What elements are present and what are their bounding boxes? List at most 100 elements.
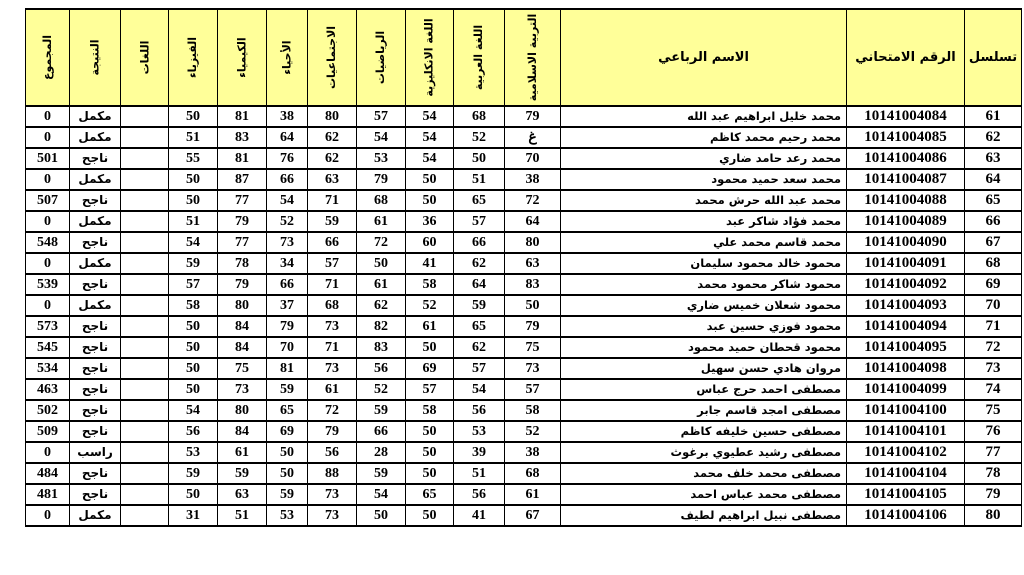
cell-english-score: 58 [405, 273, 454, 296]
cell-social-score: 66 [307, 231, 357, 254]
cell-chemistry-score: 77 [217, 231, 267, 254]
cell-english-score: 50 [405, 462, 454, 485]
cell-physics-score: 51 [168, 210, 218, 233]
cell-exam-number: 10141004084 [846, 105, 965, 128]
cell-languages-score [120, 273, 169, 296]
cell-social-score: 57 [307, 252, 357, 275]
table-row: 71 10141004094 محمود فوزي حسين عبد 79 65… [25, 315, 1022, 338]
cell-biology-score: 50 [266, 441, 308, 464]
table-row: 75 10141004100 مصطفى امجد قاسم جابر 58 5… [25, 399, 1022, 422]
cell-physics-score: 54 [168, 399, 218, 422]
cell-english-score: 69 [405, 357, 454, 380]
cell-islamic-score: 61 [504, 483, 561, 506]
cell-total-score: 0 [25, 210, 70, 233]
cell-physics-score: 58 [168, 294, 218, 317]
table-row: 70 10141004093 محمود شعلان خميس ضاري 50 … [25, 294, 1022, 317]
cell-arabic-score: 57 [453, 210, 505, 233]
cell-math-score: 50 [356, 504, 406, 527]
cell-serial: 61 [964, 105, 1022, 128]
cell-arabic-score: 62 [453, 252, 505, 275]
cell-result-status: مكمل [69, 105, 121, 128]
cell-serial: 69 [964, 273, 1022, 296]
cell-islamic-score: 83 [504, 273, 561, 296]
cell-result-status: مكمل [69, 168, 121, 191]
cell-biology-score: 34 [266, 252, 308, 275]
cell-exam-number: 10141004092 [846, 273, 965, 296]
cell-physics-score: 57 [168, 273, 218, 296]
cell-languages-score [120, 168, 169, 191]
cell-math-score: 53 [356, 147, 406, 170]
table-row: 63 10141004086 محمد رعد حامد ضاري 70 50 … [25, 147, 1022, 170]
table-row: 65 10141004088 محمد عبد الله حرش محمد 72… [25, 189, 1022, 212]
cell-exam-number: 10141004094 [846, 315, 965, 338]
cell-islamic-score: 50 [504, 294, 561, 317]
cell-exam-number: 10141004104 [846, 462, 965, 485]
cell-math-score: 61 [356, 210, 406, 233]
cell-biology-score: 54 [266, 189, 308, 212]
cell-arabic-score: 51 [453, 462, 505, 485]
cell-arabic-score: 39 [453, 441, 505, 464]
cell-english-score: 61 [405, 315, 454, 338]
cell-math-score: 52 [356, 378, 406, 401]
cell-exam-number: 10141004101 [846, 420, 965, 443]
cell-arabic-score: 62 [453, 336, 505, 359]
cell-result-status: ناجح [69, 147, 121, 170]
cell-social-score: 59 [307, 210, 357, 233]
cell-result-status: ناجح [69, 231, 121, 254]
cell-islamic-score: 58 [504, 399, 561, 422]
cell-biology-score: 50 [266, 462, 308, 485]
cell-exam-number: 10141004093 [846, 294, 965, 317]
table-row: 77 10141004102 مصطفى رشيد عطيوي برغوث 38… [25, 441, 1022, 464]
cell-social-score: 88 [307, 462, 357, 485]
cell-biology-score: 65 [266, 399, 308, 422]
results-table: تسلسل الرقم الامتحاني الاسم الرباعي التر… [25, 8, 1022, 527]
cell-islamic-score: 63 [504, 252, 561, 275]
cell-islamic-score: غ [504, 126, 561, 149]
cell-chemistry-score: 78 [217, 252, 267, 275]
cell-languages-score [120, 252, 169, 275]
cell-serial: 74 [964, 378, 1022, 401]
cell-physics-score: 50 [168, 168, 218, 191]
cell-islamic-score: 75 [504, 336, 561, 359]
cell-biology-score: 59 [266, 483, 308, 506]
cell-student-name: محمد قاسم محمد علي [560, 231, 847, 254]
cell-arabic-score: 56 [453, 483, 505, 506]
cell-biology-score: 64 [266, 126, 308, 149]
cell-total-score: 501 [25, 147, 70, 170]
column-header-english-language-label: اللغة الانكليزية [423, 18, 436, 97]
cell-total-score: 534 [25, 357, 70, 380]
cell-chemistry-score: 73 [217, 378, 267, 401]
cell-chemistry-score: 84 [217, 336, 267, 359]
cell-social-score: 73 [307, 357, 357, 380]
cell-biology-score: 38 [266, 105, 308, 128]
cell-english-score: 50 [405, 420, 454, 443]
cell-total-score: 539 [25, 273, 70, 296]
cell-serial: 65 [964, 189, 1022, 212]
table-row: 64 10141004087 محمد سعد حميد محمود 38 51… [25, 168, 1022, 191]
cell-serial: 72 [964, 336, 1022, 359]
cell-languages-score [120, 147, 169, 170]
cell-physics-score: 50 [168, 336, 218, 359]
cell-physics-score: 54 [168, 231, 218, 254]
cell-serial: 80 [964, 504, 1022, 527]
column-header-physics: الفيزياء [168, 8, 218, 107]
cell-islamic-score: 79 [504, 105, 561, 128]
cell-student-name: مصطفى نبيل ابراهيم لطيف [560, 504, 847, 527]
cell-chemistry-score: 75 [217, 357, 267, 380]
table-row: 67 10141004090 محمد قاسم محمد علي 80 66 … [25, 231, 1022, 254]
cell-math-score: 54 [356, 126, 406, 149]
cell-arabic-score: 57 [453, 357, 505, 380]
cell-student-name: محمد خليل ابراهيم عبد الله [560, 105, 847, 128]
cell-math-score: 54 [356, 483, 406, 506]
cell-total-score: 0 [25, 252, 70, 275]
cell-islamic-score: 68 [504, 462, 561, 485]
column-header-total-label: المجموع [41, 35, 54, 80]
cell-social-score: 73 [307, 504, 357, 527]
cell-english-score: 50 [405, 504, 454, 527]
cell-english-score: 50 [405, 441, 454, 464]
cell-biology-score: 66 [266, 273, 308, 296]
column-header-physics-label: الفيزياء [186, 36, 200, 79]
cell-social-score: 56 [307, 441, 357, 464]
column-header-mathematics: الرياضيات [356, 8, 406, 107]
